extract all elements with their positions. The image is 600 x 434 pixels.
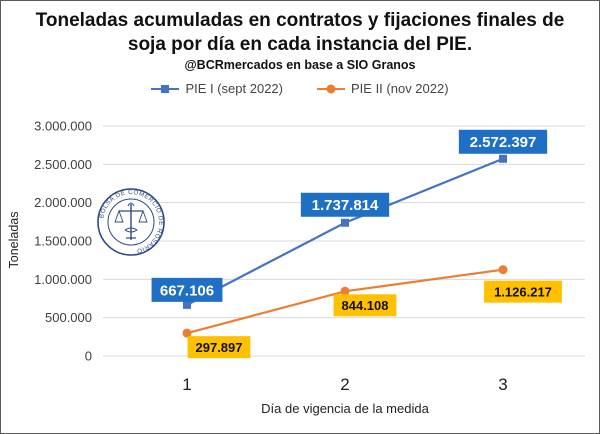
data-labels: 667.106 1.737.814 2.572.397 297.897 844.108 1… <box>151 129 562 359</box>
data-label-bg <box>458 129 548 154</box>
series-2-point <box>182 328 192 338</box>
series-2-point <box>498 265 508 275</box>
x-tick-label: 1 <box>182 375 191 394</box>
x-tick-label: 2 <box>340 375 349 394</box>
data-label-text: 297.897 <box>196 340 243 355</box>
legend-marker-pie1 <box>151 84 180 93</box>
data-label-bg <box>484 280 562 303</box>
data-label-text: 667.106 <box>160 282 214 299</box>
data-label-text: 2.572.397 <box>470 134 537 151</box>
data-label-series-2: 297.897 <box>187 336 251 359</box>
data-label-series-2: 1.126.217 <box>484 280 562 303</box>
y-axis-title: Toneladas <box>7 212 21 269</box>
data-label-series-1: 2.572.397 <box>458 129 548 154</box>
series-line-1 <box>186 157 504 306</box>
legend-label-pie2: PIE II (nov 2022) <box>351 81 449 96</box>
data-label-series-2: 844.108 <box>333 294 397 317</box>
axis-ticks: 0 500.000 1.000.000 1.500.000 2.000.000 2.500… <box>34 119 508 395</box>
y-tick-label: 1.500.000 <box>34 234 92 249</box>
y-tick-label: 1.000.000 <box>34 272 92 287</box>
series-1-point <box>341 218 349 227</box>
chart-title-line-2: soja por día en cada instancia del PIE. <box>127 34 473 55</box>
y-tick-label: 0 <box>85 349 92 364</box>
series-1-point <box>183 300 191 309</box>
legend: PIE I (sept 2022) PIE II (nov 2022) <box>0 81 600 96</box>
data-label-text: 1.737.814 <box>312 197 379 214</box>
x-axis-title: Día de vigencia de la medida <box>261 401 429 416</box>
data-label-bg <box>300 192 390 217</box>
data-label-text: 844.108 <box>342 298 389 313</box>
legend-marker-pie2 <box>317 84 345 93</box>
bcr-seal-logo: BOLSA DE COMERCIO DE ROSARIO <box>97 188 165 256</box>
data-label-series-1: 667.106 <box>151 277 223 302</box>
chart-subtitle: @BCRmercados en base a SIO Granos <box>184 58 416 72</box>
data-label-bg <box>333 294 397 317</box>
series-lines <box>182 154 508 338</box>
series-1-point <box>499 154 507 163</box>
data-label-bg <box>151 277 223 302</box>
x-tick-label: 3 <box>498 375 507 394</box>
data-label-series-1: 1.737.814 <box>300 192 390 217</box>
y-tick-label: 2.000.000 <box>34 195 92 210</box>
chart-title-line-1: Toneladas acumuladas en contratos y fija… <box>35 10 565 31</box>
gridlines <box>103 125 585 357</box>
y-tick-label: 500.000 <box>45 310 92 325</box>
series-2-point <box>340 286 350 296</box>
legend-item-pie1: PIE I (sept 2022) <box>151 81 283 96</box>
data-label-bg <box>187 336 251 359</box>
legend-item-pie2: PIE II (nov 2022) <box>317 81 449 96</box>
y-tick-label: 2.500.000 <box>34 157 92 172</box>
data-label-text: 1.126.217 <box>494 284 552 299</box>
legend-label-pie1: PIE I (sept 2022) <box>185 81 283 96</box>
y-tick-label: 3.000.000 <box>34 119 92 134</box>
